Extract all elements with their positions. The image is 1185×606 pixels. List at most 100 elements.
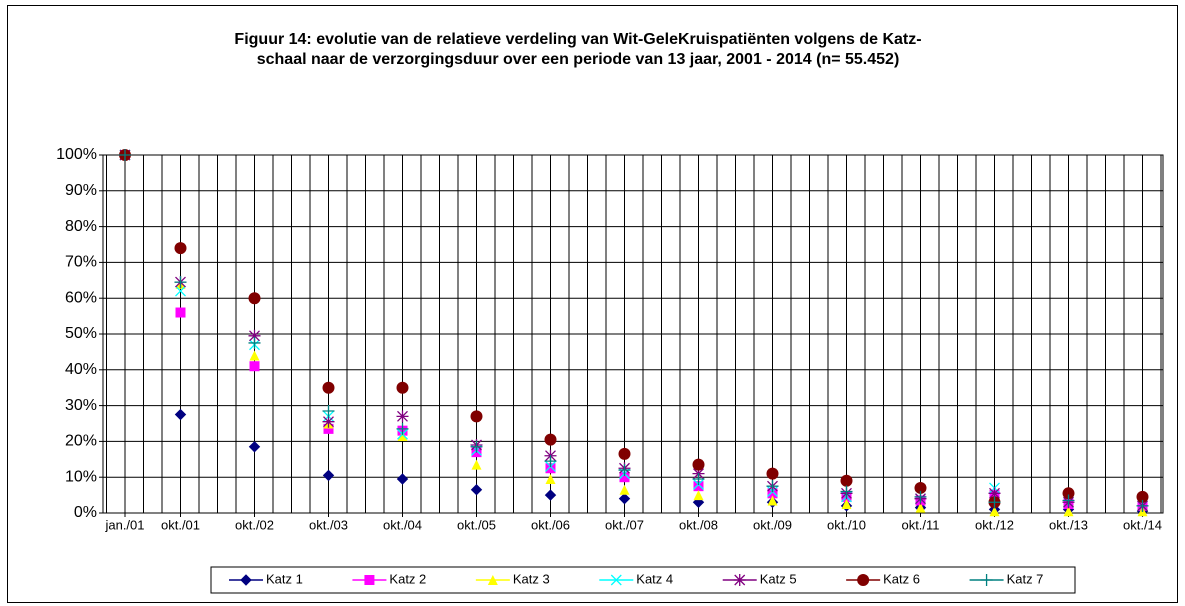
marker (396, 422, 409, 435)
legend-label: Katz 4 (636, 571, 673, 586)
marker (692, 458, 705, 471)
y-tick-label: 50% (65, 325, 97, 342)
x-tick-label: okt./08 (679, 517, 718, 532)
marker (174, 408, 187, 421)
marker (544, 433, 557, 446)
marker (1136, 490, 1149, 503)
marker (322, 381, 335, 394)
marker (1062, 494, 1075, 507)
marker (544, 455, 557, 468)
legend-label: Katz 5 (760, 571, 797, 586)
x-tick-label: jan./01 (104, 517, 144, 532)
y-tick-label: 90% (65, 182, 97, 199)
marker (857, 574, 870, 586)
marker (1063, 506, 1074, 517)
legend-label: Katz 3 (513, 571, 550, 586)
marker (988, 496, 1001, 509)
marker (364, 575, 375, 585)
marker (1136, 499, 1149, 512)
marker (248, 441, 261, 453)
marker (175, 307, 186, 318)
marker (618, 464, 631, 477)
legend-label: Katz 1 (266, 571, 303, 586)
marker (1062, 487, 1075, 500)
marker (980, 574, 993, 586)
marker (249, 361, 260, 372)
marker (545, 473, 556, 484)
marker (693, 481, 704, 492)
y-tick-label: 40% (65, 361, 97, 378)
marker (989, 506, 1000, 517)
marker (396, 410, 409, 423)
marker (249, 350, 260, 361)
marker (915, 502, 926, 513)
legend-label: Katz 2 (389, 571, 426, 586)
marker (240, 574, 252, 586)
chart-title: schaal naar de verzorgingsduur over een … (257, 51, 900, 68)
marker (248, 329, 261, 342)
marker (610, 574, 622, 586)
marker (618, 447, 631, 460)
chart-frame (7, 5, 1178, 603)
marker (322, 415, 335, 428)
x-tick-label: okt./05 (457, 517, 496, 532)
marker (396, 473, 409, 485)
marker (470, 484, 483, 496)
x-tick-label: okt./11 (901, 517, 939, 532)
marker (323, 423, 334, 434)
y-tick-label: 60% (65, 289, 97, 306)
y-tick-label: 20% (65, 433, 97, 450)
marker (397, 431, 408, 442)
x-tick-label: okt./06 (531, 517, 570, 532)
legend-label: Katz 7 (1007, 571, 1044, 586)
marker (619, 484, 630, 495)
x-tick-label: okt./01 (161, 517, 200, 532)
x-tick-label: okt./02 (235, 517, 274, 532)
marker (322, 404, 335, 417)
marker (174, 276, 187, 289)
marker (470, 410, 483, 423)
marker (766, 480, 779, 493)
marker (914, 490, 927, 503)
marker (174, 242, 187, 255)
marker (767, 488, 778, 499)
marker (767, 495, 778, 506)
marker (322, 469, 335, 482)
marker (619, 472, 630, 483)
marker (248, 336, 261, 349)
y-tick-label: 30% (65, 397, 97, 414)
marker (914, 481, 927, 494)
marker (471, 459, 482, 470)
x-tick-label: okt./14 (1123, 517, 1162, 532)
y-tick-label: 0% (74, 504, 97, 521)
marker (841, 499, 852, 510)
x-tick-label: okt./04 (383, 517, 422, 532)
marker (840, 474, 853, 487)
marker (544, 489, 557, 501)
x-tick-label: okt./07 (605, 517, 644, 532)
x-tick-label: okt./03 (309, 517, 348, 532)
x-tick-label: okt./12 (975, 517, 1014, 532)
marker (175, 285, 186, 297)
chart-title: Figuur 14: evolutie van de relatieve ver… (234, 31, 921, 48)
marker (119, 149, 131, 161)
marker (988, 487, 1001, 500)
marker (733, 574, 746, 586)
marker (766, 467, 779, 480)
x-tick-label: okt./09 (753, 517, 792, 532)
marker (545, 463, 556, 474)
x-tick-label: okt./13 (1049, 517, 1088, 532)
plot-area (102, 154, 1164, 514)
y-tick-label: 100% (56, 146, 97, 163)
y-tick-label: 70% (65, 254, 97, 271)
marker (693, 490, 704, 501)
marker (840, 485, 853, 498)
marker (248, 292, 261, 305)
x-tick-label: okt./10 (827, 517, 866, 532)
marker (487, 575, 498, 585)
y-tick-label: 80% (65, 218, 97, 235)
marker (618, 492, 631, 505)
marker (692, 472, 705, 485)
